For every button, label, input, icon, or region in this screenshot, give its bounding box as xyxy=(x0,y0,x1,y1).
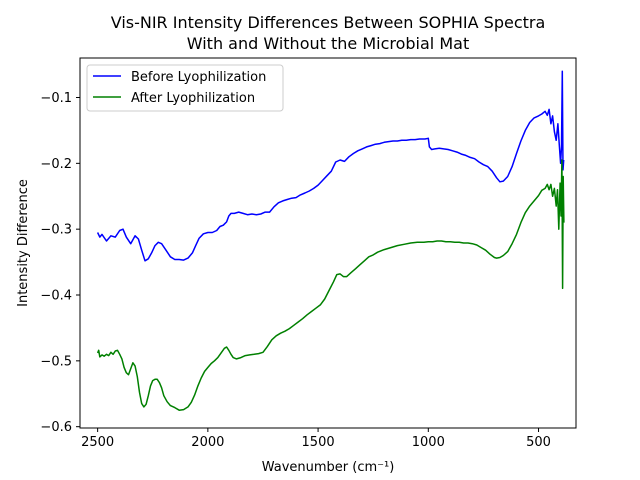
y-axis-label: Intensity Difference xyxy=(16,179,31,307)
series-layer xyxy=(96,70,565,411)
series-line-after-lyophilization xyxy=(96,159,565,411)
x-axis-label: Wavenumber (cm⁻¹) xyxy=(262,460,395,475)
y-tick-label: −0.6 xyxy=(40,420,72,435)
y-tick-label: −0.2 xyxy=(40,157,72,172)
y-tick-label: −0.4 xyxy=(40,289,72,304)
x-tick-label: 1000 xyxy=(412,435,445,450)
legend-label-before: Before Lyophilization xyxy=(131,70,266,85)
x-tick-label: 2500 xyxy=(81,435,114,450)
chart-title-line-1: Vis-NIR Intensity Differences Between SO… xyxy=(111,13,546,32)
chart-title-line-2: With and Without the Microbial Mat xyxy=(187,34,469,53)
plot-frame xyxy=(79,57,577,429)
series-line-before-lyophilization xyxy=(96,70,565,262)
y-tick-label: −0.3 xyxy=(40,223,72,238)
y-tick-label: −0.1 xyxy=(40,91,72,106)
x-tick-label: 500 xyxy=(526,435,551,450)
x-tick-label: 1500 xyxy=(302,435,335,450)
ticks-layer: 2500 2000 1500 1000 500 −0.1 −0.2 −0.3 −0.4 −0.5 −… xyxy=(40,91,551,450)
x-tick-label: 2000 xyxy=(191,435,224,450)
legend: Before Lyophilization After Lyophilizati… xyxy=(86,64,284,112)
y-tick-label: −0.5 xyxy=(40,354,72,369)
legend-box xyxy=(86,64,284,112)
legend-label-after: After Lyophilization xyxy=(131,91,255,106)
